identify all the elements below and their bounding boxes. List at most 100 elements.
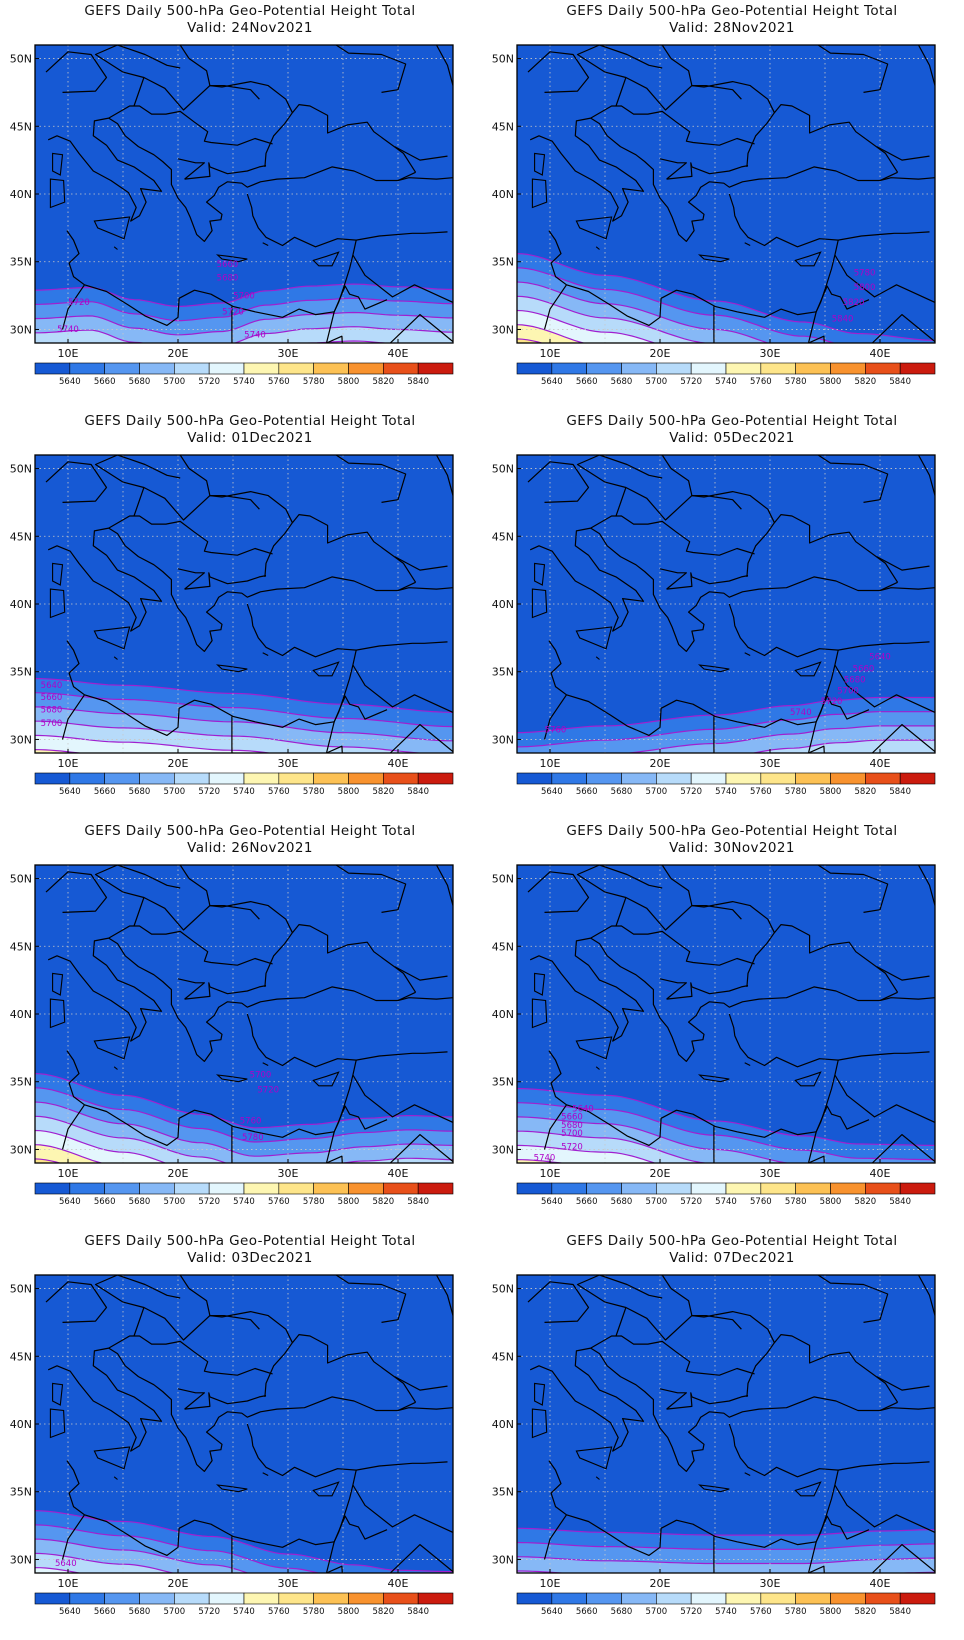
- coastline: [815, 1515, 870, 1543]
- coastline: [209, 575, 267, 585]
- contour-line-5640: [517, 253, 935, 341]
- coastline: [47, 117, 163, 222]
- coastline: [746, 924, 899, 993]
- coastline: [834, 1074, 935, 1123]
- coastline: [879, 997, 935, 1002]
- y-tick-label: 30N: [492, 1143, 514, 1156]
- coastline: [691, 165, 749, 175]
- colorbar-swatch: [104, 772, 140, 785]
- x-tick-label: 10E: [58, 757, 79, 770]
- colorbar-label: 5680: [611, 377, 633, 387]
- contour-line-5660: [35, 297, 453, 322]
- coastline: [817, 455, 889, 503]
- coastline: [231, 306, 233, 343]
- coastline: [691, 1395, 749, 1405]
- island-outline: [49, 998, 66, 1029]
- colorbar-label: 5820: [373, 1197, 395, 1207]
- coastline: [264, 514, 417, 583]
- y-tick-label: 30N: [10, 1553, 32, 1566]
- colorbar-label: 5680: [129, 1197, 151, 1207]
- y-tick-label: 35N: [492, 1076, 514, 1089]
- colorbar-label: 5820: [855, 787, 877, 797]
- coastline: [352, 1074, 453, 1123]
- coastline: [838, 231, 930, 241]
- colorbar-swatch: [899, 1182, 936, 1195]
- island-outline: [744, 1062, 751, 1066]
- island-outline: [49, 1408, 66, 1439]
- coastline: [333, 285, 388, 313]
- coastline: [590, 527, 898, 652]
- y-tick-label: 35N: [492, 256, 514, 269]
- colorbar-swatch: [586, 1182, 622, 1195]
- colorbar-swatch: [621, 1592, 657, 1605]
- colorbar-label: 5740: [233, 1197, 255, 1207]
- contour-line-5660: [517, 711, 935, 748]
- x-tick-label: 40E: [388, 347, 409, 360]
- colorbar-swatch: [34, 362, 71, 375]
- coastline: [143, 76, 260, 111]
- map-valid-date: Valid: 01Dec2021: [187, 430, 313, 446]
- contour-label: 5680: [217, 274, 239, 284]
- colorbar-label: 5680: [611, 1607, 633, 1617]
- contour-label: 5700: [233, 291, 255, 301]
- island-outline: [794, 1481, 822, 1497]
- x-tick-label: 10E: [58, 347, 79, 360]
- map-svg: 5640 10E 20E 30E 40E 50N 45N 40N 35N 30N 5640 5660 5…: [10, 1274, 454, 1617]
- coastline: [108, 1335, 273, 1376]
- map-valid-date: Valid: 28Nov2021: [669, 20, 795, 36]
- map-title-text: GEFS Daily 500-hPa Geo-Potential Height …: [566, 1233, 898, 1249]
- coastline: [659, 1388, 687, 1410]
- height-band-base: [517, 1275, 935, 1573]
- colorbar-swatch: [551, 1592, 587, 1605]
- island-outline: [697, 1074, 730, 1083]
- island-outline: [113, 246, 118, 250]
- x-tick-label: 20E: [650, 757, 671, 770]
- x-tick-label: 20E: [168, 1167, 189, 1180]
- contour-label: 5680: [41, 705, 63, 715]
- colorbar-label: 5780: [785, 787, 807, 797]
- colorbar-label: 5840: [407, 377, 429, 387]
- colorbar-swatch: [139, 1182, 175, 1195]
- contour-line-5680: [622, 725, 935, 753]
- map-svg: 10E 20E 30E 40E 50N 45N 40N 35N 30N 5640 5660 5680 5…: [492, 1274, 936, 1617]
- coastline: [352, 254, 453, 303]
- contour-label: 5740: [57, 325, 79, 335]
- x-tick-label: 30E: [760, 1577, 781, 1590]
- coastline: [871, 1544, 935, 1573]
- contour-label: 5740: [534, 1153, 556, 1163]
- contour-line-5680: [517, 1116, 792, 1163]
- island-outline: [215, 254, 248, 263]
- colorbar-label: 5640: [59, 1607, 81, 1617]
- coastline: [666, 1392, 693, 1410]
- island-outline: [113, 1066, 118, 1070]
- colorbar-label: 5780: [303, 1197, 325, 1207]
- coastline: [590, 1347, 898, 1472]
- colorbar-swatch: [621, 362, 657, 375]
- colorbar-swatch: [278, 362, 314, 375]
- coastline: [548, 1423, 839, 1556]
- coastline: [590, 925, 755, 966]
- coastline: [209, 985, 267, 995]
- contour-line-5680: [517, 1556, 935, 1565]
- colorbar-swatch: [313, 362, 349, 375]
- y-tick-label: 35N: [10, 666, 32, 679]
- colorbar-label: 5740: [715, 1607, 737, 1617]
- map-valid-date: Valid: 05Dec2021: [669, 430, 795, 446]
- y-tick-label: 30N: [492, 1553, 514, 1566]
- coastline: [143, 1306, 260, 1341]
- island-outline: [744, 1472, 751, 1476]
- map-title: GEFS Daily 500-hPa Geo-Potential Height …: [512, 413, 952, 447]
- coastline: [815, 1105, 870, 1133]
- coastline: [435, 45, 453, 86]
- coastline: [807, 311, 825, 343]
- colorbar-swatch: [516, 772, 553, 785]
- colorbar-swatch: [656, 1182, 692, 1195]
- colorbar-swatch: [139, 1592, 175, 1605]
- coastline: [817, 45, 889, 93]
- coastline: [527, 461, 590, 503]
- coastline: [625, 1306, 742, 1341]
- colorbar-label: 5720: [198, 377, 220, 387]
- colorbar-label: 5700: [646, 1607, 668, 1617]
- contour-line-5680: [35, 1101, 453, 1157]
- colorbar-swatch: [313, 1182, 349, 1195]
